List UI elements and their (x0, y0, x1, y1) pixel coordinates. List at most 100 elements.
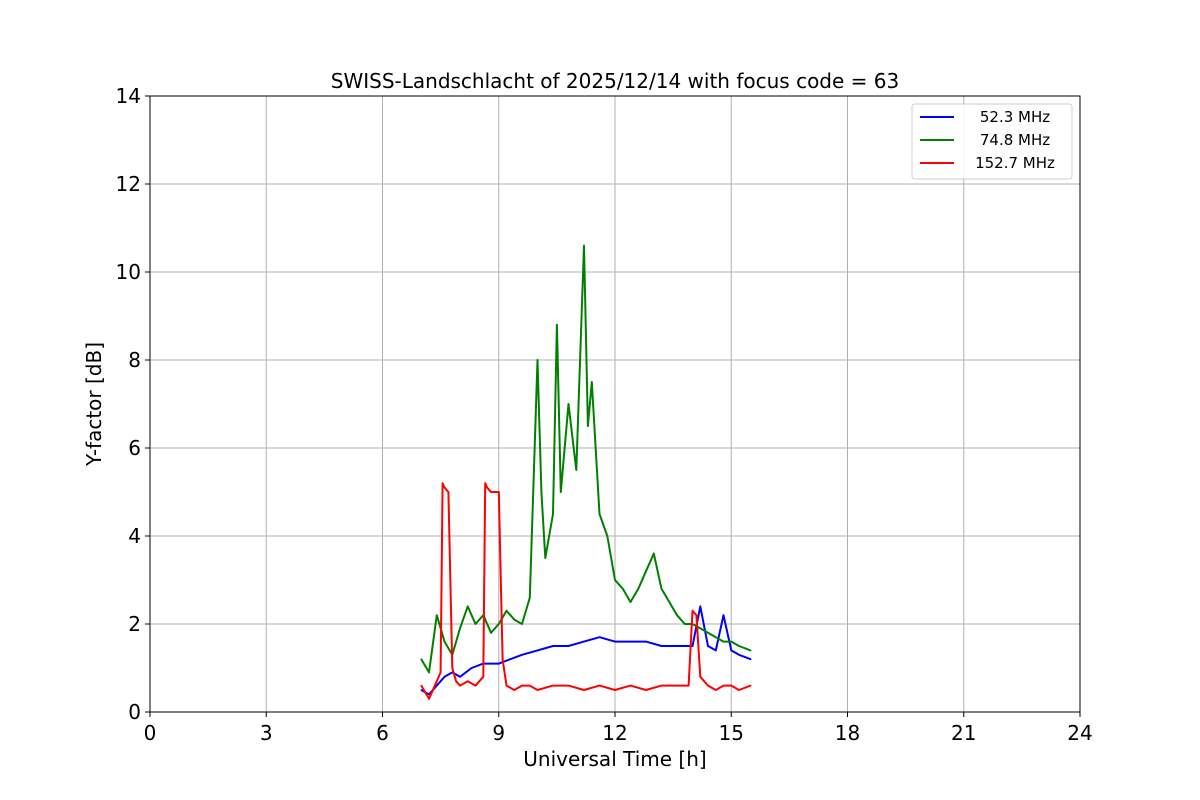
data-point-152-7-mhz (583, 689, 585, 691)
data-point-52-3-mhz (699, 605, 702, 608)
data-point-52-3-mhz (722, 614, 725, 616)
data-point-74-8-mhz (583, 244, 585, 247)
data-point-52-3-mhz (676, 645, 678, 647)
data-point-152-7-mhz (501, 658, 504, 660)
data-point-74-8-mhz (749, 649, 752, 652)
data-point-74-8-mhz (683, 623, 686, 625)
legend-label-74-8-mhz: 74.8 MHz (980, 131, 1050, 149)
x-tick-label: 21 (951, 721, 976, 745)
data-point-152-7-mhz (447, 491, 450, 493)
x-tick-label: 15 (719, 721, 744, 745)
data-point-152-7-mhz (486, 486, 488, 489)
data-point-74-8-mhz (590, 381, 593, 383)
data-point-52-3-mhz (730, 649, 733, 652)
data-point-74-8-mhz (513, 618, 516, 621)
data-point-52-3-mhz (536, 649, 539, 652)
data-point-152-7-mhz (474, 684, 477, 687)
data-point-74-8-mhz (552, 513, 554, 515)
y-tick-label: 6 (128, 436, 141, 460)
y-axis: 0 2 4 6 8 10 12 14 (116, 84, 150, 724)
data-point-152-7-mhz (738, 689, 740, 691)
data-point-74-8-mhz (668, 601, 671, 603)
data-point-152-7-mhz (707, 684, 709, 687)
data-point-74-8-mhz (544, 557, 547, 559)
series-line-52-3-mhz (420, 605, 751, 696)
data-point-52-3-mhz (470, 667, 473, 669)
data-point-74-8-mhz (598, 513, 601, 515)
data-point-74-8-mhz (714, 636, 717, 638)
data-point-152-7-mhz (455, 680, 457, 682)
data-point-74-8-mhz (559, 491, 562, 493)
data-point-152-7-mhz (536, 689, 539, 691)
data-point-74-8-mhz (699, 627, 702, 630)
data-point-74-8-mhz (567, 403, 570, 405)
data-point-152-7-mhz (749, 684, 752, 687)
legend-label-52-3-mhz: 52.3 MHz (980, 108, 1050, 126)
data-point-152-7-mhz (420, 684, 423, 687)
data-point-52-3-mhz (459, 676, 461, 678)
data-point-74-8-mhz (466, 605, 469, 608)
data-point-74-8-mhz (660, 588, 663, 590)
data-point-74-8-mhz (420, 658, 423, 660)
data-point-52-3-mhz (660, 645, 663, 647)
data-point-74-8-mhz (505, 610, 508, 612)
data-point-152-7-mhz (614, 689, 616, 691)
x-tick-label: 12 (602, 721, 627, 745)
data-point-74-8-mhz (738, 645, 740, 647)
data-point-52-3-mhz (521, 654, 523, 656)
data-point-152-7-mhz (521, 684, 523, 687)
data-point-74-8-mhz (428, 671, 430, 674)
y-tick-label: 10 (116, 260, 141, 284)
data-point-74-8-mhz (443, 640, 446, 643)
data-point-152-7-mhz (435, 680, 438, 682)
y-tick-label: 12 (116, 172, 141, 196)
data-point-52-3-mhz (509, 658, 512, 660)
data-point-152-7-mhz (439, 671, 442, 674)
data-point-52-3-mhz (552, 645, 554, 647)
data-point-74-8-mhz (528, 596, 531, 599)
data-point-152-7-mhz (513, 689, 516, 691)
data-point-74-8-mhz (575, 469, 578, 471)
x-tick-label: 3 (260, 721, 273, 745)
data-point-152-7-mhz (699, 676, 702, 678)
data-point-74-8-mhz (730, 640, 733, 643)
data-point-152-7-mhz (691, 610, 694, 612)
data-point-152-7-mhz (484, 482, 486, 485)
data-point-152-7-mhz (660, 684, 663, 687)
data-point-152-7-mhz (443, 486, 446, 489)
data-point-152-7-mhz (730, 684, 733, 687)
y-axis-label: Y-factor [dB] (82, 342, 106, 467)
y-tick-label: 0 (128, 700, 141, 724)
grid (149, 95, 1081, 713)
x-axis: 0 3 6 9 12 15 18 21 24 (144, 712, 1093, 745)
y-tick-label: 4 (128, 524, 141, 548)
legend-label-152-7-mhz: 152.7 MHz (975, 154, 1055, 172)
series-line-74-8-mhz (420, 244, 751, 674)
data-point-74-8-mhz (621, 588, 624, 590)
data-point-74-8-mhz (676, 614, 678, 616)
data-point-74-8-mhz (722, 640, 725, 643)
data-point-52-3-mhz (707, 645, 709, 647)
x-tick-label: 18 (835, 721, 860, 745)
data-point-52-3-mhz (598, 636, 601, 638)
data-point-152-7-mhz (482, 676, 485, 678)
data-point-74-8-mhz (652, 552, 655, 555)
data-point-152-7-mhz (552, 684, 554, 687)
y-tick-label: 8 (128, 348, 141, 372)
x-tick-label: 9 (492, 721, 505, 745)
legend: 52.3 MHz 74.8 MHz 152.7 MHz (911, 103, 1073, 180)
x-tick-label: 24 (1067, 721, 1092, 745)
data-point-152-7-mhz (676, 684, 678, 687)
data-point-52-3-mhz (749, 658, 752, 660)
data-point-152-7-mhz (567, 684, 570, 687)
legend-box (911, 103, 1073, 180)
data-point-52-3-mhz (629, 640, 632, 643)
series-line-152-7-mhz (420, 482, 751, 700)
data-point-74-8-mhz (459, 627, 461, 630)
data-point-74-8-mhz (540, 491, 543, 493)
x-axis-label: Universal Time [h] (523, 747, 706, 771)
data-point-52-3-mhz (567, 645, 570, 647)
x-tick-label: 0 (144, 721, 157, 745)
data-point-74-8-mhz (435, 614, 438, 616)
